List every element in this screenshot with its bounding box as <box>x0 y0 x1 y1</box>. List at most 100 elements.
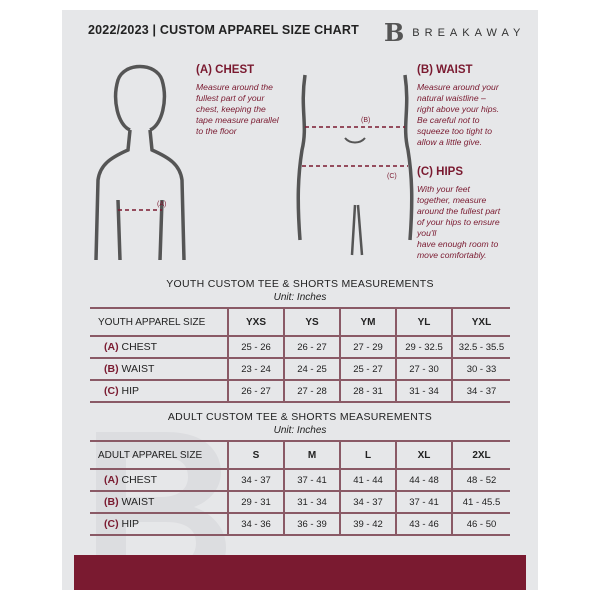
row-label: CHEST <box>121 474 158 486</box>
waist-marker: (B) <box>361 117 370 124</box>
table-header-cell: YL <box>396 308 453 336</box>
table-row: (C) HIP 34 - 36 36 - 39 39 - 42 43 - 46 46 - … <box>90 513 510 535</box>
table-cell: 27 - 30 <box>396 358 453 380</box>
row-label: CHEST <box>121 341 158 353</box>
table-cell: 27 - 29 <box>340 336 397 358</box>
table-cell: 36 - 39 <box>284 513 341 535</box>
brand-logo: B BREAKAWAY <box>384 18 525 47</box>
adult-section-title: ADULT CUSTOM TEE & SHORTS MEASUREMENTS <box>167 411 433 423</box>
row-code: (B) <box>104 363 119 375</box>
text-line: squeeze too tight to <box>417 126 493 136</box>
page-title: 2022/2023 | CUSTOM APPAREL SIZE CHART <box>88 23 359 37</box>
table-cell: 29 - 31 <box>228 491 285 513</box>
table-header-cell: YM <box>340 308 397 336</box>
table-cell: 41 - 45.5 <box>462 496 501 508</box>
table-cell: 31 - 34 <box>396 380 453 402</box>
youth-unit: Unit: Inches <box>273 292 327 303</box>
text-line: natural waistline – <box>417 93 486 103</box>
text-line: Measure around the <box>196 82 273 92</box>
row-code: (B) <box>104 496 119 508</box>
youth-section-title: YOUTH CUSTOM TEE & SHORTS MEASUREMENTS <box>166 278 434 290</box>
table-header-cell: 2XL <box>472 449 491 461</box>
table-cell: 37 - 41 <box>396 491 453 513</box>
table-cell: (A) CHEST <box>90 336 229 358</box>
table-cell: 34 - 36 <box>228 513 285 535</box>
table-cell: 25 - 27 <box>340 358 397 380</box>
table-cell: (C) HIP <box>90 513 229 535</box>
text-line: With your feet <box>417 184 470 194</box>
table-header-cell: L <box>340 441 397 469</box>
table-cell: 46 - 50 <box>466 518 497 530</box>
text-line: together, measure <box>417 195 487 205</box>
table-header-cell: YXS <box>228 308 285 336</box>
row-label: WAIST <box>121 496 155 508</box>
footer-bar <box>74 555 526 590</box>
table-header-row: YOUTH APPAREL SIZE YXS YS YM YL YXL <box>90 308 510 336</box>
table-cell: (C) HIP <box>90 380 229 402</box>
table-header-cell: S <box>228 441 285 469</box>
row-code: (A) <box>104 341 119 353</box>
table-row: (B) WAIST 23 - 24 24 - 25 25 - 27 27 - 30 30 … <box>90 358 510 380</box>
table-cell: 34 - 37 <box>228 469 285 491</box>
text-line: you'll <box>417 228 437 238</box>
table-cell: 28 - 31 <box>340 380 397 402</box>
table-cell: 48 - 52 <box>466 474 497 486</box>
brand-name: BREAKAWAY <box>412 26 526 39</box>
text-line: fullest part of your <box>196 93 265 103</box>
table-cell: 26 - 27 <box>284 336 341 358</box>
row-code: (A) <box>104 474 119 486</box>
row-label: HIP <box>121 518 140 530</box>
body-figures: (A) (B) (C) <box>94 64 414 261</box>
row-code: (C) <box>104 518 119 530</box>
row-label: WAIST <box>121 363 155 375</box>
text-line: allow a little give. <box>417 137 482 147</box>
adult-size-table: ADULT APPAREL SIZE S M L XL 2XL (A) CHEST 34 -… <box>90 440 510 536</box>
youth-size-table: YOUTH APPAREL SIZE YXS YS YM YL YXL (A) CHEST… <box>90 307 510 403</box>
hips-marker: (C) <box>387 173 397 180</box>
table-cell: 24 - 25 <box>284 358 341 380</box>
table-cell: 37 - 41 <box>284 469 341 491</box>
table-cell: 34 - 37 <box>466 385 497 397</box>
table-row: (A) CHEST 25 - 26 26 - 27 27 - 29 29 - 32.5 3… <box>90 336 510 358</box>
table-cell: 29 - 32.5 <box>396 336 453 358</box>
logo-mark: B <box>384 18 405 47</box>
table-cell: 43 - 46 <box>396 513 453 535</box>
table-cell: 27 - 28 <box>284 380 341 402</box>
table-cell: 26 - 27 <box>228 380 285 402</box>
text-line: around the fullest part <box>417 206 501 216</box>
measure-lines <box>118 126 408 211</box>
table-header-cell: YS <box>284 308 341 336</box>
table-row: (C) HIP 26 - 27 27 - 28 28 - 31 31 - 34 34 - … <box>90 380 510 402</box>
table-cell: (B) WAIST <box>90 491 229 513</box>
adult-unit: Unit: Inches <box>273 425 327 436</box>
text-line: chest, keeping the <box>196 104 266 114</box>
text-line: have enough room to <box>417 239 499 249</box>
chest-marker: (A) <box>157 201 166 208</box>
text-line: Be careful not to <box>417 115 480 125</box>
row-label: HIP <box>121 385 140 397</box>
hips-heading: (C) HIPS <box>417 166 463 178</box>
table-cell: 39 - 42 <box>340 513 397 535</box>
table-header-cell: YXL <box>471 316 492 328</box>
upper-body-figure <box>94 64 186 261</box>
table-cell: 41 - 44 <box>340 469 397 491</box>
text-line: move comfortably. <box>417 250 487 260</box>
chest-heading: (A) CHEST <box>196 64 255 76</box>
table-header-row: ADULT APPAREL SIZE S M L XL 2XL <box>90 441 510 469</box>
text-line: Measure around your <box>417 82 499 92</box>
table-cell: 23 - 24 <box>228 358 285 380</box>
chest-description: Measure around the fullest part of your ch… <box>196 82 279 137</box>
text-line: right above your hips. <box>417 104 500 114</box>
table-header-cell: ADULT APPAREL SIZE <box>90 441 229 469</box>
table-row: (B) WAIST 29 - 31 31 - 34 34 - 37 37 - 41 41 … <box>90 491 510 513</box>
table-header-cell: YOUTH APPAREL SIZE <box>90 308 229 336</box>
table-cell: 32.5 - 35.5 <box>458 341 505 353</box>
table-cell: 25 - 26 <box>228 336 285 358</box>
table-cell: (B) WAIST <box>90 358 229 380</box>
text-line: to the floor <box>196 126 237 136</box>
table-cell: (A) CHEST <box>90 469 229 491</box>
table-header-cell: XL <box>396 441 453 469</box>
lower-body-figure <box>296 74 414 256</box>
table-cell: 34 - 37 <box>340 491 397 513</box>
text-line: of your hips to ensure <box>417 217 500 227</box>
